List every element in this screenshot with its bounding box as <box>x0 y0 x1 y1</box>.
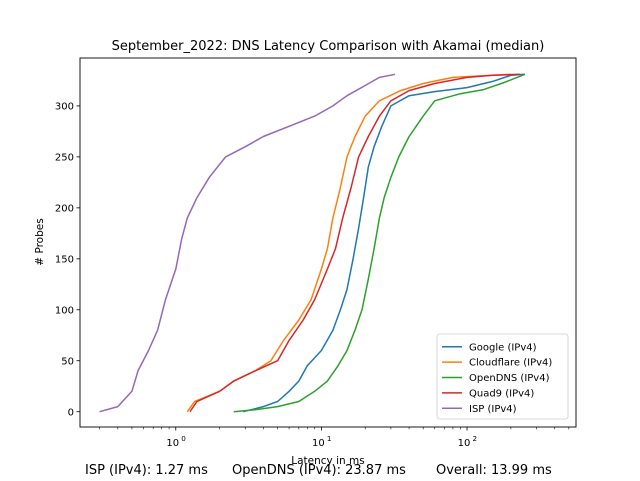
y-tick-label: 300 <box>55 102 74 113</box>
y-tick-label: 50 <box>61 356 74 367</box>
x-axis-label: Latency in ms <box>291 455 364 467</box>
y-tick-label: 200 <box>55 203 74 214</box>
plot-frame <box>79 57 577 428</box>
series-line-4 <box>99 73 396 413</box>
x-axis: 10 0 10 1 10 2 <box>99 427 570 449</box>
summary-footer: ISP (IPv4): 1.27 ms OpenDNS (IPv4): 23.8… <box>0 463 640 481</box>
series-line-0 <box>242 73 526 413</box>
x-tick-label: 10 <box>312 438 325 449</box>
y-tick-label: 250 <box>55 152 74 163</box>
legend-label: Google (IPv4) <box>469 342 537 353</box>
legend-label: ISP (IPv4) <box>469 404 517 415</box>
legend-label: OpenDNS (IPv4) <box>469 373 550 384</box>
x-tick-label-exponent: 0 <box>181 434 186 443</box>
x-tick-label-exponent: 2 <box>473 434 478 443</box>
x-tick-label: 10 <box>458 438 471 449</box>
legend: Google (IPv4) Cloudflare (IPv4) OpenDNS (I… <box>436 333 569 420</box>
footer-opendns-median: OpenDNS (IPv4): 23.87 ms <box>232 463 406 478</box>
footer-overall-median: Overall: 13.99 ms <box>436 463 552 478</box>
series-line-3 <box>189 73 520 413</box>
y-tick-label: 100 <box>55 305 74 316</box>
legend-label: Quad9 (IPv4) <box>469 389 534 400</box>
footer-isp-median: ISP (IPv4): 1.27 ms <box>85 463 208 478</box>
x-tick-label-exponent: 1 <box>327 434 332 443</box>
series-lines <box>99 73 526 413</box>
y-tick-label: 150 <box>55 254 74 265</box>
x-tick-label: 10 <box>166 438 179 449</box>
legend-box <box>436 333 569 420</box>
y-tick-label: 0 <box>68 407 74 418</box>
chart-title: September_2022: DNS Latency Comparison w… <box>112 39 545 54</box>
legend-label: Cloudflare (IPv4) <box>469 358 552 369</box>
y-axis: 0 50 100 150 200 250 300 <box>55 102 80 418</box>
y-axis-label: # Probes <box>34 218 46 265</box>
series-line-2 <box>233 73 526 413</box>
